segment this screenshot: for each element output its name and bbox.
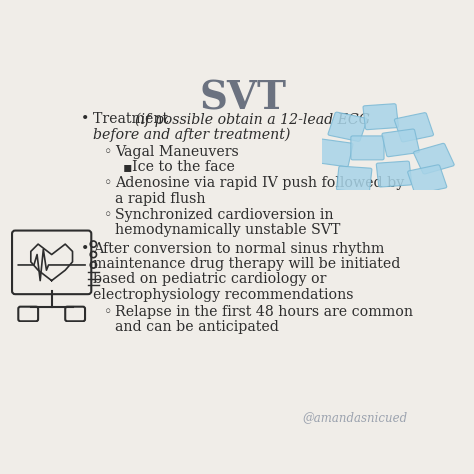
Text: electrophysiology recommendations: electrophysiology recommendations bbox=[93, 288, 354, 302]
FancyBboxPatch shape bbox=[408, 165, 447, 194]
Text: Synchronized cardioversion in: Synchronized cardioversion in bbox=[115, 208, 334, 222]
Text: ◦: ◦ bbox=[104, 176, 113, 190]
Text: maintenance drug therapy will be initiated: maintenance drug therapy will be initiat… bbox=[93, 257, 401, 271]
Text: and can be anticipated: and can be anticipated bbox=[115, 320, 279, 334]
Text: ◦: ◦ bbox=[104, 208, 113, 222]
Text: Vagal Maneuvers: Vagal Maneuvers bbox=[115, 145, 239, 159]
Text: •: • bbox=[81, 112, 89, 126]
Text: Adenosine via rapid IV push followed by: Adenosine via rapid IV push followed by bbox=[115, 176, 404, 190]
FancyBboxPatch shape bbox=[376, 161, 412, 187]
Text: ▪: ▪ bbox=[123, 160, 132, 174]
Text: a rapid flush: a rapid flush bbox=[115, 191, 206, 206]
Text: @amandasnicued: @amandasnicued bbox=[303, 411, 408, 424]
FancyBboxPatch shape bbox=[316, 139, 353, 167]
Text: based on pediatric cardiology or: based on pediatric cardiology or bbox=[93, 273, 327, 286]
Text: ◦: ◦ bbox=[104, 305, 113, 319]
Text: before and after treatment): before and after treatment) bbox=[93, 128, 291, 142]
Text: Ice to the face: Ice to the face bbox=[132, 160, 235, 174]
Text: Treatment: Treatment bbox=[93, 112, 173, 126]
FancyBboxPatch shape bbox=[363, 104, 399, 130]
Text: After conversion to normal sinus rhythm: After conversion to normal sinus rhythm bbox=[93, 242, 385, 255]
Text: •: • bbox=[81, 242, 89, 255]
Text: ◦: ◦ bbox=[104, 145, 113, 159]
FancyBboxPatch shape bbox=[394, 113, 434, 142]
FancyBboxPatch shape bbox=[414, 143, 454, 174]
Text: (if possible obtain a 12-lead ECG: (if possible obtain a 12-lead ECG bbox=[135, 112, 370, 127]
FancyBboxPatch shape bbox=[328, 112, 367, 141]
Text: hemodynamically unstable SVT: hemodynamically unstable SVT bbox=[115, 223, 340, 237]
Text: Relapse in the first 48 hours are common: Relapse in the first 48 hours are common bbox=[115, 305, 413, 319]
Text: SVT: SVT bbox=[200, 80, 286, 118]
FancyBboxPatch shape bbox=[351, 136, 384, 160]
FancyBboxPatch shape bbox=[337, 166, 372, 192]
FancyBboxPatch shape bbox=[382, 129, 419, 157]
